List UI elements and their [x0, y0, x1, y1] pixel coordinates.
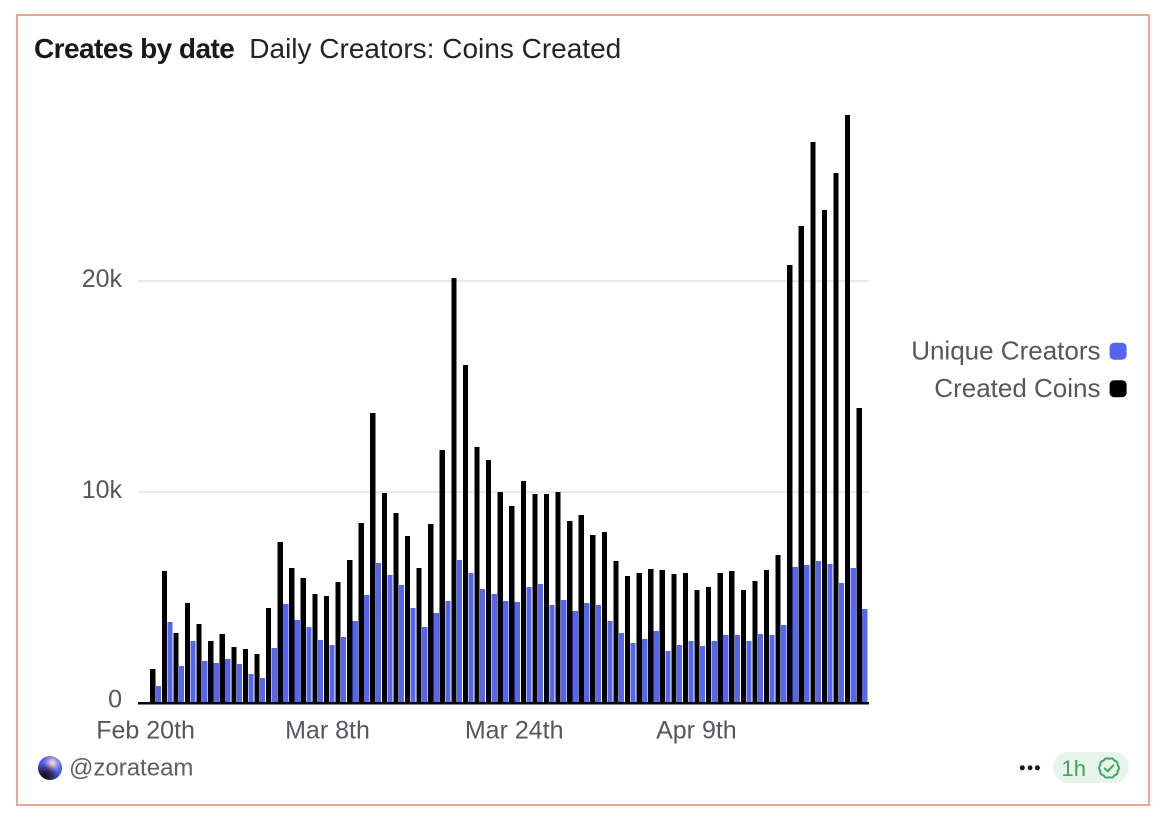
- svg-text:Mar 8th: Mar 8th: [285, 717, 370, 745]
- svg-text:@zorateam: @zorateam: [69, 755, 193, 782]
- svg-text:1h: 1h: [1062, 756, 1086, 781]
- svg-text:Apr 9th: Apr 9th: [656, 717, 737, 745]
- svg-text:20k: 20k: [82, 265, 123, 293]
- svg-text:0: 0: [108, 686, 122, 714]
- svg-text:Unique Creators: Unique Creators: [911, 335, 1100, 365]
- svg-text:10k: 10k: [82, 476, 123, 504]
- svg-text:Created Coins: Created Coins: [934, 373, 1100, 403]
- svg-text:Mar 24th: Mar 24th: [465, 717, 564, 745]
- svg-text:Feb 20th: Feb 20th: [96, 717, 195, 745]
